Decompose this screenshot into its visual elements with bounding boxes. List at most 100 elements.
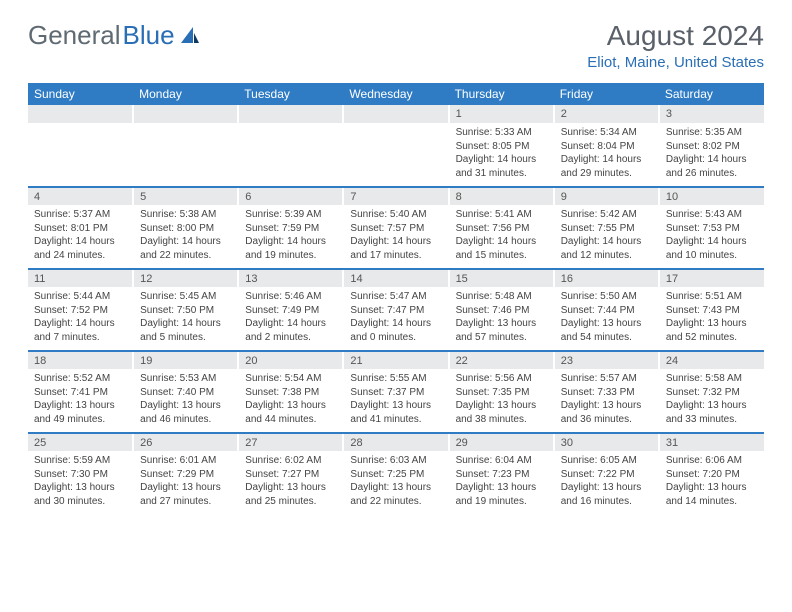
- daylight-line: Daylight: 13 hours and 52 minutes.: [666, 317, 758, 344]
- sunrise-line: Sunrise: 5:45 AM: [140, 290, 231, 304]
- day-number-cell: 30: [554, 433, 659, 451]
- day-detail-cell: Sunrise: 5:59 AMSunset: 7:30 PMDaylight:…: [28, 451, 133, 514]
- sunset-line: Sunset: 7:27 PM: [245, 468, 336, 482]
- sunrise-line: Sunrise: 5:43 AM: [666, 208, 758, 222]
- day-number-cell: 20: [238, 351, 343, 369]
- day-detail-cell: Sunrise: 6:06 AMSunset: 7:20 PMDaylight:…: [659, 451, 764, 514]
- sunset-line: Sunset: 7:38 PM: [245, 386, 336, 400]
- daylight-line: Daylight: 13 hours and 41 minutes.: [350, 399, 441, 426]
- day-detail-cell: Sunrise: 6:02 AMSunset: 7:27 PMDaylight:…: [238, 451, 343, 514]
- daylight-line: Daylight: 13 hours and 16 minutes.: [561, 481, 652, 508]
- day-detail-cell: Sunrise: 5:39 AMSunset: 7:59 PMDaylight:…: [238, 205, 343, 269]
- sunset-line: Sunset: 8:05 PM: [456, 140, 547, 154]
- sunrise-line: Sunrise: 5:51 AM: [666, 290, 758, 304]
- sunset-line: Sunset: 7:40 PM: [140, 386, 231, 400]
- day-number-cell: 13: [238, 269, 343, 287]
- location-text: Eliot, Maine, United States: [587, 54, 764, 71]
- day-detail-row: Sunrise: 5:37 AMSunset: 8:01 PMDaylight:…: [28, 205, 764, 269]
- daylight-line: Daylight: 14 hours and 2 minutes.: [245, 317, 336, 344]
- sunrise-line: Sunrise: 6:04 AM: [456, 454, 547, 468]
- day-detail-row: Sunrise: 5:33 AMSunset: 8:05 PMDaylight:…: [28, 123, 764, 187]
- day-detail-cell: Sunrise: 5:35 AMSunset: 8:02 PMDaylight:…: [659, 123, 764, 187]
- sunrise-line: Sunrise: 5:33 AM: [456, 126, 547, 140]
- sunrise-line: Sunrise: 5:52 AM: [34, 372, 126, 386]
- sunrise-line: Sunrise: 5:44 AM: [34, 290, 126, 304]
- daylight-line: Daylight: 13 hours and 33 minutes.: [666, 399, 758, 426]
- day-detail-cell: Sunrise: 6:04 AMSunset: 7:23 PMDaylight:…: [449, 451, 554, 514]
- day-number-cell: 10: [659, 187, 764, 205]
- daylight-line: Daylight: 13 hours and 57 minutes.: [456, 317, 547, 344]
- day-number-cell: 17: [659, 269, 764, 287]
- dow-header: Wednesday: [343, 83, 448, 105]
- sunset-line: Sunset: 7:59 PM: [245, 222, 336, 236]
- daylight-line: Daylight: 14 hours and 22 minutes.: [140, 235, 231, 262]
- day-detail-cell: Sunrise: 6:03 AMSunset: 7:25 PMDaylight:…: [343, 451, 448, 514]
- calendar-header: SundayMondayTuesdayWednesdayThursdayFrid…: [28, 83, 764, 105]
- daylight-line: Daylight: 13 hours and 14 minutes.: [666, 481, 758, 508]
- sunset-line: Sunset: 7:46 PM: [456, 304, 547, 318]
- day-number-cell: 2: [554, 105, 659, 123]
- day-number-cell: 21: [343, 351, 448, 369]
- day-detail-row: Sunrise: 5:44 AMSunset: 7:52 PMDaylight:…: [28, 287, 764, 351]
- daylight-line: Daylight: 14 hours and 24 minutes.: [34, 235, 126, 262]
- daylight-line: Daylight: 13 hours and 49 minutes.: [34, 399, 126, 426]
- sunset-line: Sunset: 7:44 PM: [561, 304, 652, 318]
- sunrise-line: Sunrise: 5:54 AM: [245, 372, 336, 386]
- dow-header: Friday: [554, 83, 659, 105]
- daylight-line: Daylight: 14 hours and 31 minutes.: [456, 153, 547, 180]
- day-number-cell: 19: [133, 351, 238, 369]
- day-detail-cell: Sunrise: 5:34 AMSunset: 8:04 PMDaylight:…: [554, 123, 659, 187]
- day-number-cell: 8: [449, 187, 554, 205]
- day-detail-cell: Sunrise: 5:45 AMSunset: 7:50 PMDaylight:…: [133, 287, 238, 351]
- daylight-line: Daylight: 14 hours and 26 minutes.: [666, 153, 758, 180]
- sunset-line: Sunset: 7:55 PM: [561, 222, 652, 236]
- sunrise-line: Sunrise: 5:57 AM: [561, 372, 652, 386]
- sunrise-line: Sunrise: 5:56 AM: [456, 372, 547, 386]
- day-detail-cell: Sunrise: 6:01 AMSunset: 7:29 PMDaylight:…: [133, 451, 238, 514]
- sunset-line: Sunset: 7:25 PM: [350, 468, 441, 482]
- daylight-line: Daylight: 13 hours and 36 minutes.: [561, 399, 652, 426]
- sunset-line: Sunset: 7:56 PM: [456, 222, 547, 236]
- daylight-line: Daylight: 14 hours and 7 minutes.: [34, 317, 126, 344]
- dow-header: Tuesday: [238, 83, 343, 105]
- day-number-cell: 23: [554, 351, 659, 369]
- sunrise-line: Sunrise: 5:38 AM: [140, 208, 231, 222]
- sunset-line: Sunset: 7:29 PM: [140, 468, 231, 482]
- calendar-table: SundayMondayTuesdayWednesdayThursdayFrid…: [28, 83, 764, 514]
- sunrise-line: Sunrise: 5:42 AM: [561, 208, 652, 222]
- daylight-line: Daylight: 13 hours and 38 minutes.: [456, 399, 547, 426]
- sail-icon: [179, 25, 201, 47]
- day-detail-cell: [238, 123, 343, 187]
- day-number-cell: 6: [238, 187, 343, 205]
- day-detail-cell: Sunrise: 5:47 AMSunset: 7:47 PMDaylight:…: [343, 287, 448, 351]
- daylight-line: Daylight: 14 hours and 29 minutes.: [561, 153, 652, 180]
- sunrise-line: Sunrise: 5:55 AM: [350, 372, 441, 386]
- sunset-line: Sunset: 7:52 PM: [34, 304, 126, 318]
- sunrise-line: Sunrise: 5:53 AM: [140, 372, 231, 386]
- daylight-line: Daylight: 13 hours and 27 minutes.: [140, 481, 231, 508]
- sunrise-line: Sunrise: 6:03 AM: [350, 454, 441, 468]
- sunset-line: Sunset: 8:04 PM: [561, 140, 652, 154]
- sunset-line: Sunset: 8:02 PM: [666, 140, 758, 154]
- daylight-line: Daylight: 14 hours and 10 minutes.: [666, 235, 758, 262]
- sunset-line: Sunset: 7:30 PM: [34, 468, 126, 482]
- sunrise-line: Sunrise: 5:47 AM: [350, 290, 441, 304]
- day-number-cell: 14: [343, 269, 448, 287]
- daylight-line: Daylight: 13 hours and 54 minutes.: [561, 317, 652, 344]
- day-number-cell: 5: [133, 187, 238, 205]
- day-number-cell: 15: [449, 269, 554, 287]
- day-number-cell: 1: [449, 105, 554, 123]
- daylight-line: Daylight: 14 hours and 19 minutes.: [245, 235, 336, 262]
- day-number-cell: 28: [343, 433, 448, 451]
- sunrise-line: Sunrise: 5:58 AM: [666, 372, 758, 386]
- day-number-row: 18192021222324: [28, 351, 764, 369]
- day-detail-cell: Sunrise: 6:05 AMSunset: 7:22 PMDaylight:…: [554, 451, 659, 514]
- dow-header: Thursday: [449, 83, 554, 105]
- day-number-cell: 12: [133, 269, 238, 287]
- day-number-cell: 25: [28, 433, 133, 451]
- daylight-line: Daylight: 14 hours and 15 minutes.: [456, 235, 547, 262]
- day-detail-row: Sunrise: 5:59 AMSunset: 7:30 PMDaylight:…: [28, 451, 764, 514]
- day-number-cell: [28, 105, 133, 123]
- day-number-cell: 22: [449, 351, 554, 369]
- daylight-line: Daylight: 14 hours and 0 minutes.: [350, 317, 441, 344]
